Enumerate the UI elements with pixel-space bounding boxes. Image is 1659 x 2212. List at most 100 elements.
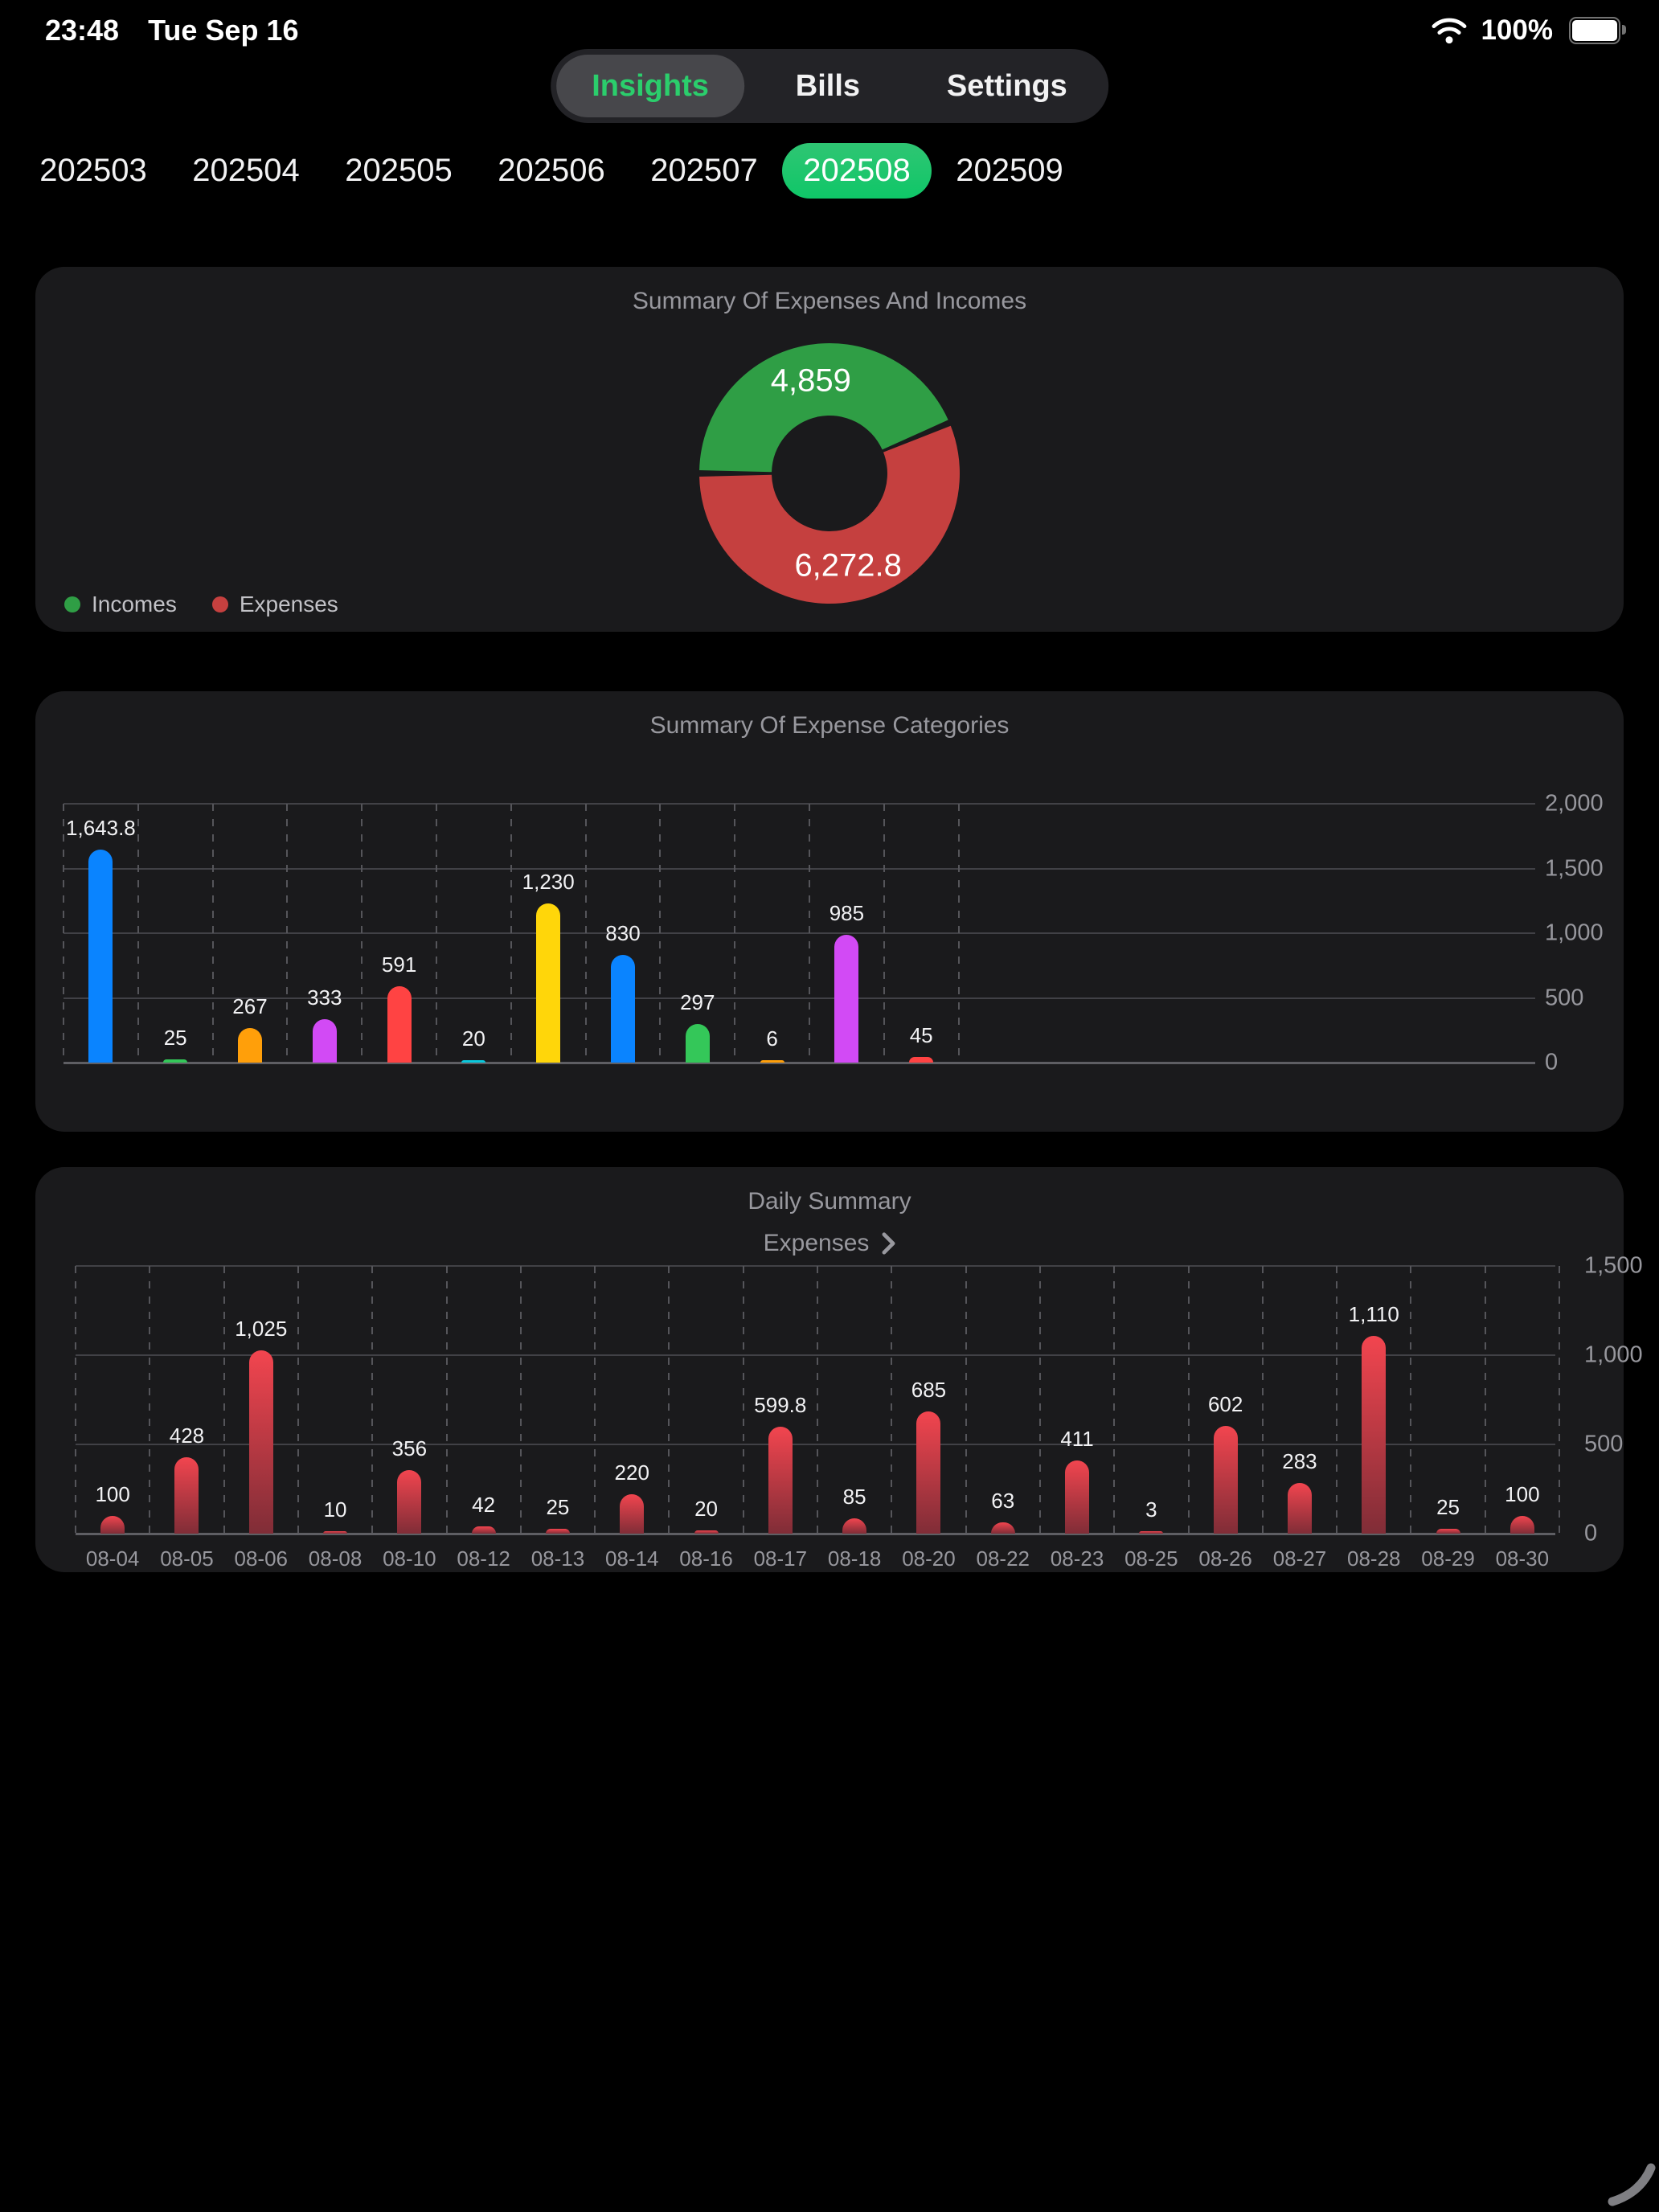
grid-vline <box>1038 1266 1041 1534</box>
bar-08-08 <box>323 1531 348 1534</box>
grid-vline <box>1187 1266 1190 1534</box>
x-axis-label: 08-30 <box>1495 1546 1550 1571</box>
month-tab-label: 202509 <box>956 152 1063 188</box>
daily-card-title: Daily Summary <box>748 1188 911 1215</box>
summary-card-title: Summary Of Expenses And Incomes <box>632 288 1027 314</box>
daily-card: Daily Summary Expenses 0 500 1,000 1,500 100… <box>35 1167 1643 1572</box>
tab-settings[interactable]: Settings <box>946 68 1067 103</box>
y-axis-label: 2,000 <box>1545 790 1604 817</box>
bar-value-label: 1,110 <box>1348 1301 1399 1326</box>
daily-series-selector[interactable]: Expenses <box>35 1230 1624 1257</box>
month-tab-202504[interactable]: 202504 <box>170 135 322 206</box>
grid-vline <box>1113 1266 1116 1534</box>
bar-3 <box>312 1019 337 1063</box>
x-axis-label: 08-17 <box>753 1546 808 1571</box>
donut-slice-incomes <box>699 342 948 473</box>
gridline-500 <box>76 1444 1555 1445</box>
month-tab-bar: 202503 202504 202505 202506 202507 202508 2025… <box>17 135 1086 206</box>
bar-value-label: 602 <box>1207 1392 1243 1417</box>
bar-value-label: 283 <box>1282 1449 1317 1474</box>
grid-vline <box>445 1266 448 1534</box>
legend-label: Incomes <box>92 592 177 616</box>
donut-value-expenses: 6,272.8 <box>794 547 902 584</box>
bar-08-17 <box>768 1426 793 1534</box>
daily-series-label: Expenses <box>763 1230 870 1256</box>
month-tab-202503[interactable]: 202503 <box>17 135 170 206</box>
status-time: 23:48 <box>45 14 120 47</box>
month-tab-202505[interactable]: 202505 <box>322 135 475 206</box>
bar-08-14 <box>620 1494 645 1534</box>
bar-value-label: 591 <box>381 952 417 977</box>
status-date: Tue Sep 16 <box>148 14 299 47</box>
bar-08-22 <box>990 1522 1015 1534</box>
bar-08-20 <box>916 1411 941 1534</box>
bar-value-label: 10 <box>323 1497 347 1522</box>
grid-vline <box>1559 1266 1560 1534</box>
bar-value-label: 599.8 <box>754 1392 807 1417</box>
grid-vline <box>436 804 437 1063</box>
gridline-0 <box>76 1533 1555 1535</box>
grid-vline <box>957 804 960 1063</box>
grid-vline <box>965 1266 967 1534</box>
month-tab-202508[interactable]: 202508 <box>780 135 933 206</box>
bar-08-18 <box>842 1518 867 1534</box>
bar-value-label: 63 <box>991 1489 1015 1513</box>
grid-vline <box>659 804 662 1063</box>
x-axis-label: 08-06 <box>234 1546 289 1571</box>
bar-value-label: 356 <box>391 1436 428 1460</box>
grid-vline <box>223 1266 225 1534</box>
month-tab-202507[interactable]: 202507 <box>628 135 780 206</box>
x-axis-label: 08-20 <box>902 1546 956 1571</box>
bar-7 <box>611 955 635 1063</box>
y-axis-label: 0 <box>1584 1520 1598 1546</box>
chevron-right-icon <box>882 1232 895 1255</box>
bar-08-25 <box>1139 1531 1164 1534</box>
bar-08-28 <box>1362 1335 1387 1534</box>
legend-dot <box>211 596 228 612</box>
bar-value-label: 411 <box>1060 1426 1094 1451</box>
grid-vline <box>519 1266 522 1534</box>
grid-vline <box>742 1266 744 1534</box>
bar-value-label: 220 <box>614 1460 649 1485</box>
bar-08-30 <box>1509 1515 1534 1534</box>
grid-vline <box>137 804 139 1063</box>
bar-value-label: 25 <box>163 1025 187 1050</box>
bar-9 <box>760 1060 784 1063</box>
wifi-icon <box>1432 18 1467 44</box>
bar-8 <box>685 1024 710 1063</box>
grid-vline <box>883 804 885 1063</box>
x-axis-label: 08-14 <box>605 1546 659 1571</box>
donut-chart: 4,859 6,272.8 <box>694 338 965 608</box>
y-axis-label: 1,500 <box>1584 1252 1643 1279</box>
grid-vline <box>286 804 289 1063</box>
y-axis-label: 1,000 <box>1584 1342 1643 1368</box>
bar-value-label: 985 <box>829 901 865 926</box>
bar-11 <box>909 1056 934 1063</box>
x-axis-label: 08-08 <box>308 1546 363 1571</box>
battery-nub <box>1622 25 1626 35</box>
grid-vline <box>510 804 512 1063</box>
bar-08-10 <box>397 1469 422 1534</box>
month-tab-202509[interactable]: 202509 <box>933 135 1086 206</box>
grid-vline <box>734 804 736 1063</box>
bar-08-05 <box>174 1456 199 1534</box>
month-tab-202506[interactable]: 202506 <box>475 135 628 206</box>
gridline-1000 <box>76 1354 1555 1356</box>
bar-2 <box>238 1028 262 1063</box>
scribble-corner-indicator[interactable] <box>1527 2090 1659 2212</box>
gridline-500 <box>63 997 1535 999</box>
bar-08-06 <box>248 1350 273 1534</box>
y-axis-label: 1,000 <box>1545 920 1604 946</box>
legend-dot <box>64 596 80 612</box>
battery-icon <box>1569 17 1626 44</box>
donut-value-incomes: 4,859 <box>770 363 851 399</box>
bar-value-label: 25 <box>1436 1495 1460 1520</box>
y-axis-label: 1,500 <box>1545 855 1604 881</box>
tab-bills[interactable]: Bills <box>795 68 861 103</box>
y-axis-label: 500 <box>1545 985 1584 1010</box>
gridline-1500 <box>63 867 1535 870</box>
tab-insights[interactable]: Insights <box>556 55 744 117</box>
bar-value-label: 100 <box>95 1481 130 1506</box>
gridline-1000 <box>63 932 1535 934</box>
